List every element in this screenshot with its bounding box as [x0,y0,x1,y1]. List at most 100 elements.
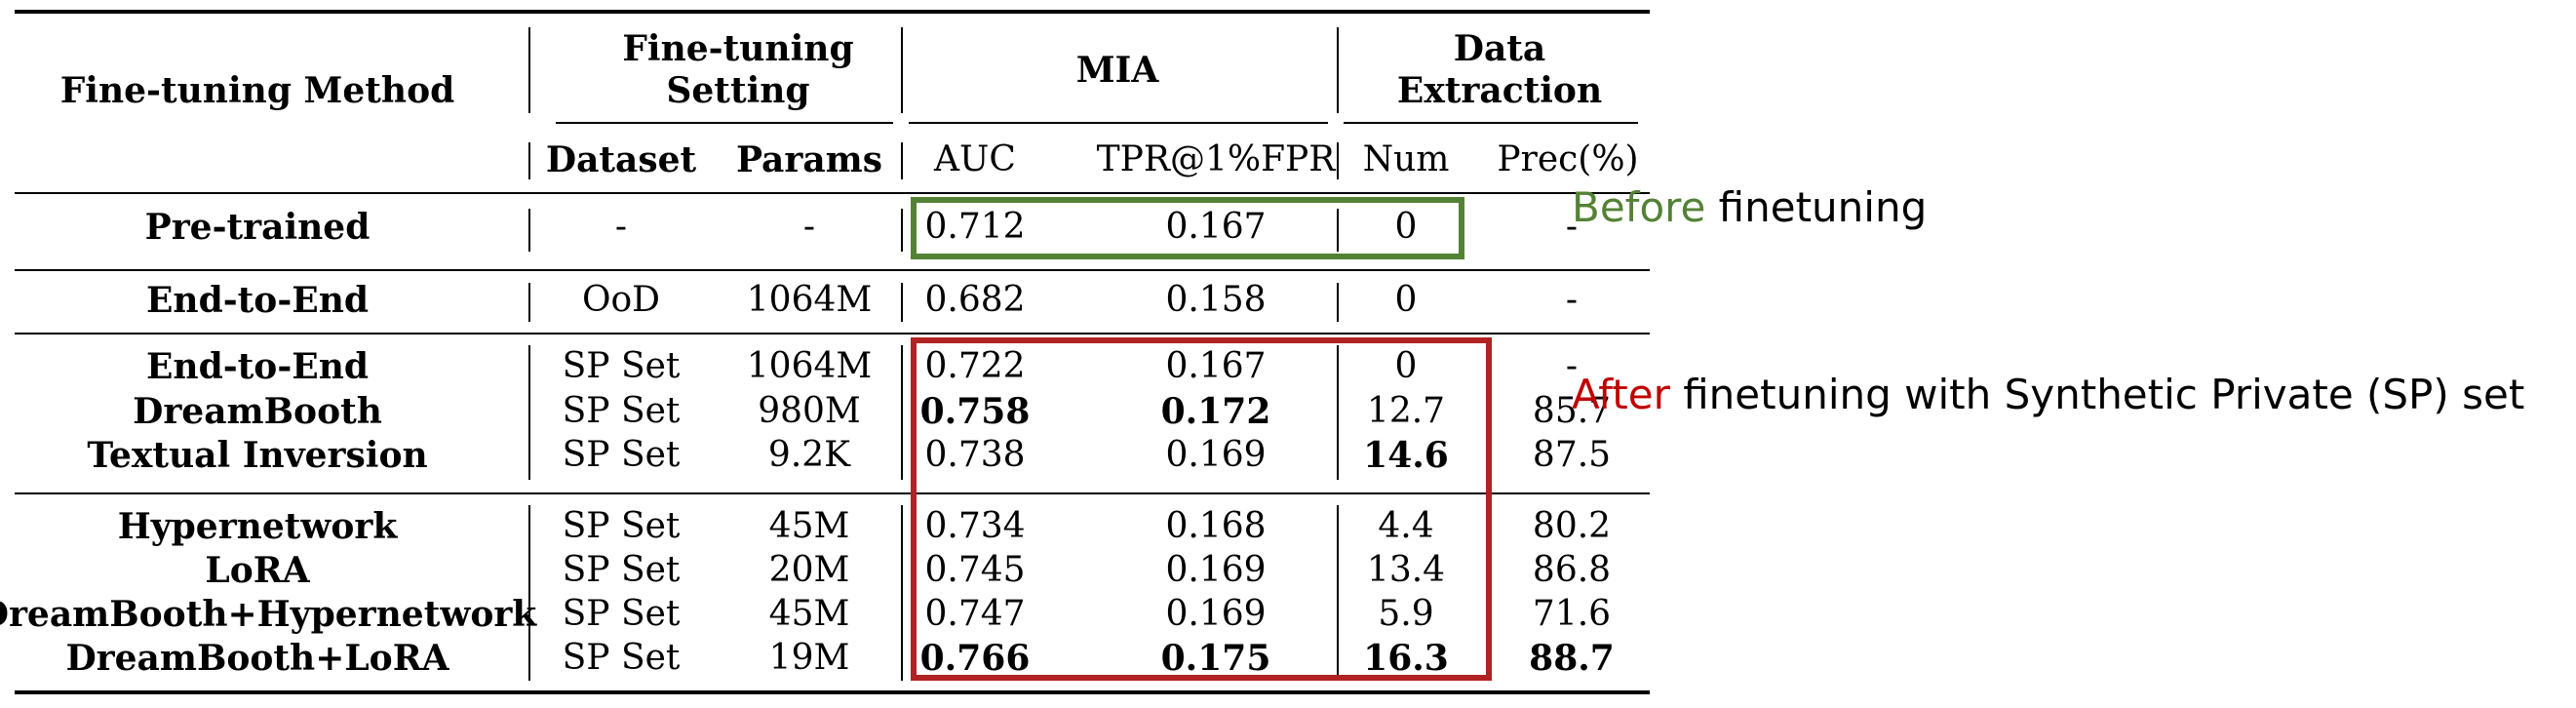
row-auc: 0.747 [924,594,1026,634]
row-dataset: SP Set [562,435,681,475]
row-num: 16.3 [1363,638,1449,679]
row-prec: - [1565,207,1579,247]
row-tpr: 0.167 [1165,207,1267,247]
row-method: Hypernetwork [117,506,398,547]
row-method: DreamBooth [133,391,382,432]
row-method: End-to-End [145,346,370,387]
row-params: 19M [768,638,850,678]
row-tpr: 0.172 [1160,391,1271,432]
row-num: 14.6 [1363,435,1449,476]
row-prec: 88.7 [1529,638,1615,679]
row-prec: 85.7 [1532,391,1612,431]
vrule-group4-1 [528,505,530,681]
row-prec: 71.6 [1532,594,1612,634]
row-prec: 86.8 [1532,550,1612,590]
group-underline-mia [909,122,1328,124]
row-auc: 0.738 [924,435,1026,475]
row-method: DreamBooth+LoRA [65,638,449,679]
row-prec: 87.5 [1532,435,1612,475]
subheader-auc: AUC [934,139,1016,179]
vrule-group3-3 [1337,345,1339,480]
row-dataset: - [614,207,628,247]
row-dataset: SP Set [562,506,681,546]
row-auc: 0.722 [924,346,1026,386]
vrule-row2-1 [528,283,530,322]
vrule-row1-3 [1337,209,1339,252]
row-prec: 80.2 [1532,506,1612,546]
row-method: LoRA [205,550,310,591]
before-annotation: Before finetuning [1572,187,1927,228]
row-method: End-to-End [145,280,370,321]
header-extraction-line2: Extraction [1396,70,1603,111]
row-dataset: SP Set [562,594,681,634]
separator-rule-2 [15,333,1650,334]
row-dataset: SP Set [562,638,681,678]
row-num: 0 [1394,346,1418,386]
vrule-row1-1 [528,209,530,252]
row-params: - [802,207,816,247]
row-num: 0 [1394,280,1418,320]
subheader-tpr: TPR@1%FPR [1096,139,1336,179]
vrule-sub-1 [528,142,530,179]
subheader-dataset: Dataset [545,139,697,180]
vrule-group3-1 [528,345,530,480]
row-auc: 0.712 [924,207,1026,247]
header-setting-line1: Fine-tuning [622,28,854,69]
after-annotation-text: finetuning with Synthetic Private (SP) s… [1669,371,2525,418]
row-num: 13.4 [1366,550,1446,590]
row-tpr: 0.175 [1160,638,1271,679]
separator-rule-1 [15,269,1650,271]
header-bottom-rule [15,192,1650,194]
row-num: 0 [1394,207,1418,247]
before-highlight-box [911,197,1464,259]
vrule-head-2 [901,27,903,113]
row-params: 45M [768,594,850,634]
vrule-head-1 [528,27,530,113]
after-highlight-word: After [1572,371,1670,418]
row-method: DreamBooth+Hypernetwork [0,594,537,635]
bottom-rule [15,690,1650,694]
row-tpr: 0.158 [1165,280,1267,320]
row-params: 9.2K [767,435,851,475]
row-tpr: 0.169 [1165,435,1267,475]
vrule-group4-2 [901,505,903,681]
group-underline-extraction [1344,122,1638,124]
top-rule [15,10,1650,14]
row-num: 5.9 [1378,594,1434,634]
vrule-sub-2 [901,142,903,179]
vrule-group3-2 [901,345,903,480]
row-params: 45M [768,506,850,546]
header-method: Fine-tuning Method [59,70,455,111]
vrule-sub-3 [1337,142,1339,179]
row-auc: 0.745 [924,550,1026,590]
row-method: Pre-trained [144,207,371,248]
before-highlight-word: Before [1572,183,1706,231]
row-params: 980M [758,391,861,431]
vrule-row1-2 [901,209,903,252]
row-num: 12.7 [1366,391,1446,431]
row-method: Textual Inversion [87,435,428,476]
row-tpr: 0.168 [1165,506,1267,546]
row-params: 1064M [746,346,873,386]
row-tpr: 0.169 [1165,550,1267,590]
row-tpr: 0.167 [1165,346,1267,386]
vrule-row2-3 [1337,283,1339,322]
after-highlight-box [911,337,1492,681]
row-dataset: SP Set [562,391,681,431]
header-mia: MIA [1075,50,1159,91]
subheader-prec: Prec(%) [1497,139,1639,179]
row-params: 1064M [746,280,873,320]
header-setting-line2: Setting [666,70,810,111]
row-tpr: 0.169 [1165,594,1267,634]
group-underline-setting [556,122,893,124]
row-prec: - [1565,346,1579,386]
before-annotation-text: finetuning [1705,183,1928,231]
row-dataset: SP Set [562,550,681,590]
vrule-group4-3 [1337,505,1339,681]
vrule-row2-2 [901,283,903,322]
row-auc: 0.766 [919,638,1031,679]
row-params: 20M [768,550,850,590]
row-auc: 0.758 [919,391,1031,432]
row-dataset: OoD [581,280,661,320]
